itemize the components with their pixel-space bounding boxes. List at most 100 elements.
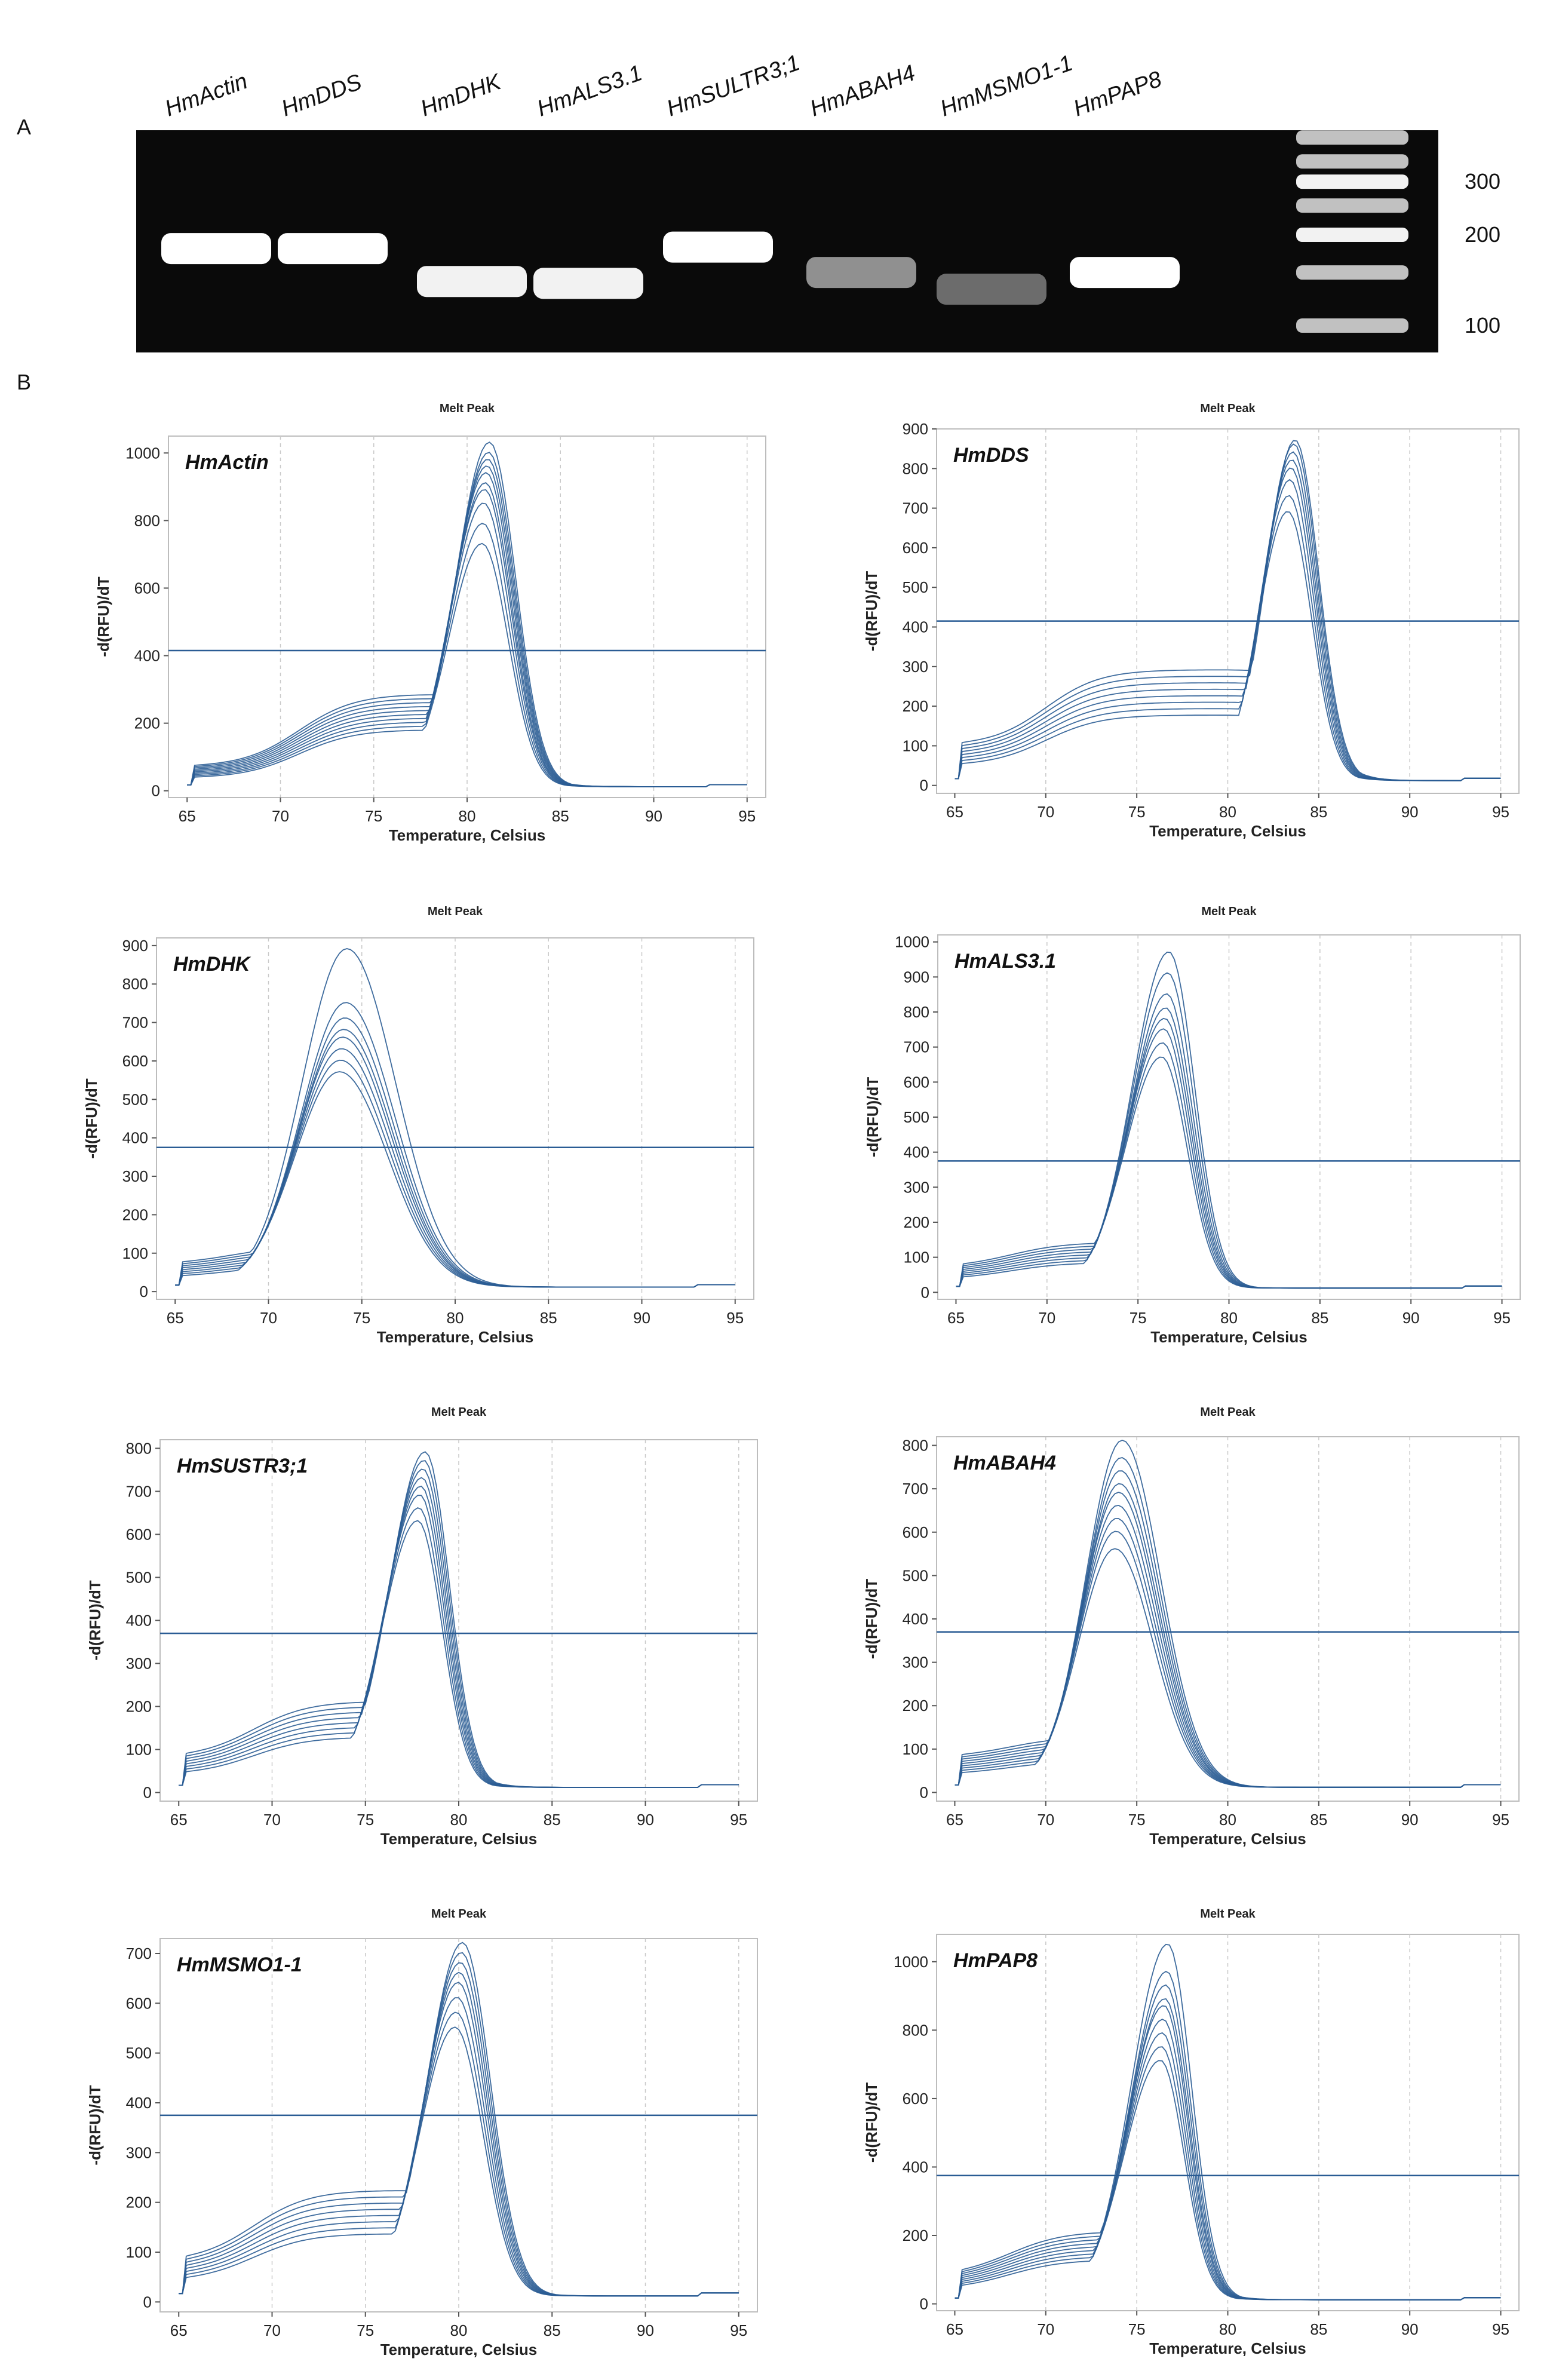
x-tick-label: 65 [946,1811,963,1829]
x-tick-label: 90 [1401,1811,1419,1829]
x-tick-label: 90 [637,1811,654,1829]
y-axis-title: -d(RFU)/dT [863,2082,880,2163]
melt-curve [954,1943,1501,2301]
chart-title: Melt Peak [431,1406,487,1419]
x-axis-title: Temperature, Celsius [1149,2339,1306,2357]
y-tick-label: 400 [122,1129,148,1147]
melt-peak-chart: Melt Peak 65 70 75 80 85 90 95 0 100 200 300 400 500 6… [864,905,1521,1346]
y-tick-label: 800 [903,459,928,477]
x-tick-label: 70 [1037,1811,1054,1829]
ladder-labels: 300 200 100 [1465,169,1500,338]
x-tick-label: 65 [179,807,196,825]
x-tick-label: 90 [637,2321,654,2339]
x-tick-label: 80 [459,807,476,825]
x-tick-label: 90 [1402,1309,1420,1327]
y-tick-label: 700 [903,1480,928,1498]
gene-label: HmDDS [953,444,1029,467]
lane-label: HmMSMO1-1 [937,51,1076,122]
gene-label: HmALS3.1 [954,950,1056,973]
gel-band [663,231,773,263]
ladder-size-label: 200 [1465,222,1500,247]
chart-title: Melt Peak [428,905,483,918]
y-tick-label: 1000 [895,933,929,951]
x-tick-label: 65 [946,2320,963,2338]
y-tick-label: 400 [134,647,160,665]
x-axis-title: Temperature, Celsius [1150,1328,1308,1346]
chart-title: Melt Peak [440,402,495,415]
y-tick-label: 100 [126,2243,152,2261]
y-tick-label: 400 [904,1143,929,1161]
y-tick-label: 800 [904,1003,929,1021]
lane-label: HmDHK [418,69,505,122]
x-tick-label: 70 [263,2321,281,2339]
y-tick-label: 300 [903,658,928,676]
x-tick-label: 75 [357,2321,374,2339]
ladder-band [1296,198,1408,213]
melt-peak-chart: Melt Peak 65 70 75 80 85 90 95 0 100 200 300 400 500 6… [82,905,754,1346]
x-tick-label: 65 [946,803,963,821]
x-tick-label: 70 [1037,803,1054,821]
gel-band [806,257,916,289]
x-tick-label: 75 [357,1811,374,1829]
gel-band [937,274,1046,305]
melt-curve [179,1942,739,2297]
y-tick-label: 800 [903,1437,928,1455]
panel-a: A HmActin HmDDS HmDHK HmALS3.1 HmSULTR3;1 HmA… [17,50,1500,352]
x-tick-label: 95 [1492,803,1509,821]
x-tick-label: 95 [726,1309,744,1327]
y-tick-label: 200 [134,714,160,732]
y-tick-label: 100 [904,1249,929,1266]
lane-label: HmDDS [278,69,365,121]
y-tick-label: 100 [126,1741,152,1759]
chart-title: Melt Peak [1200,1406,1256,1419]
y-tick-label: 600 [903,1523,928,1541]
x-tick-label: 95 [1492,2320,1509,2338]
x-tick-label: 85 [1310,2320,1327,2338]
x-axis-title: Temperature, Celsius [377,1328,534,1346]
ladder-band [1296,318,1408,333]
melt-curve [179,1451,739,1788]
x-tick-label: 75 [1130,1309,1147,1327]
y-tick-label: 800 [122,975,148,993]
x-tick-label: 65 [167,1309,184,1327]
gene-label: HmActin [185,451,269,474]
panel-b-label: B [17,370,31,394]
x-tick-label: 85 [544,2321,561,2339]
x-axis-title: Temperature, Celsius [380,2341,538,2358]
melt-peak-chart: Melt Peak 65 70 75 80 85 90 95 0 100 200 300 400 500 6… [86,1406,758,1848]
chart-title: Melt Peak [1201,905,1257,918]
x-tick-label: 80 [1219,2320,1236,2338]
y-tick-label: 1000 [894,1953,928,1971]
y-tick-label: 0 [143,2293,152,2311]
x-tick-label: 80 [1220,1309,1238,1327]
y-tick-label: 600 [122,1052,148,1070]
x-axis-title: Temperature, Celsius [389,826,546,844]
gene-label: HmMSMO1-1 [177,1953,302,1976]
y-tick-label: 0 [921,1283,929,1301]
x-tick-label: 75 [1128,1811,1146,1829]
y-tick-label: 500 [903,578,928,596]
y-axis-title: -d(RFU)/dT [86,1580,104,1660]
x-axis-title: Temperature, Celsius [380,1830,538,1848]
x-tick-label: 85 [544,1811,561,1829]
x-tick-label: 75 [353,1309,370,1327]
y-tick-label: 500 [126,2044,152,2062]
y-tick-label: 500 [122,1090,148,1108]
y-tick-label: 200 [903,2226,928,2244]
ladder-band [1296,174,1408,189]
panel-a-label: A [17,115,31,139]
chart-title: Melt Peak [1200,402,1256,415]
y-tick-label: 0 [920,2295,928,2313]
lane-label: HmSULTR3;1 [664,50,803,121]
x-tick-label: 90 [1401,2320,1419,2338]
x-tick-label: 80 [450,2321,468,2339]
y-tick-label: 200 [122,1206,148,1223]
y-tick-label: 500 [126,1568,152,1586]
x-tick-label: 85 [540,1309,557,1327]
y-tick-label: 900 [904,968,929,986]
x-tick-label: 75 [1128,803,1146,821]
melt-peak-chart: Melt Peak 65 70 75 80 85 90 95 0 100 200 300 400 500 6… [86,1907,758,2358]
y-tick-label: 300 [903,1654,928,1671]
y-tick-label: 800 [126,1439,152,1457]
x-tick-label: 70 [1037,2320,1054,2338]
